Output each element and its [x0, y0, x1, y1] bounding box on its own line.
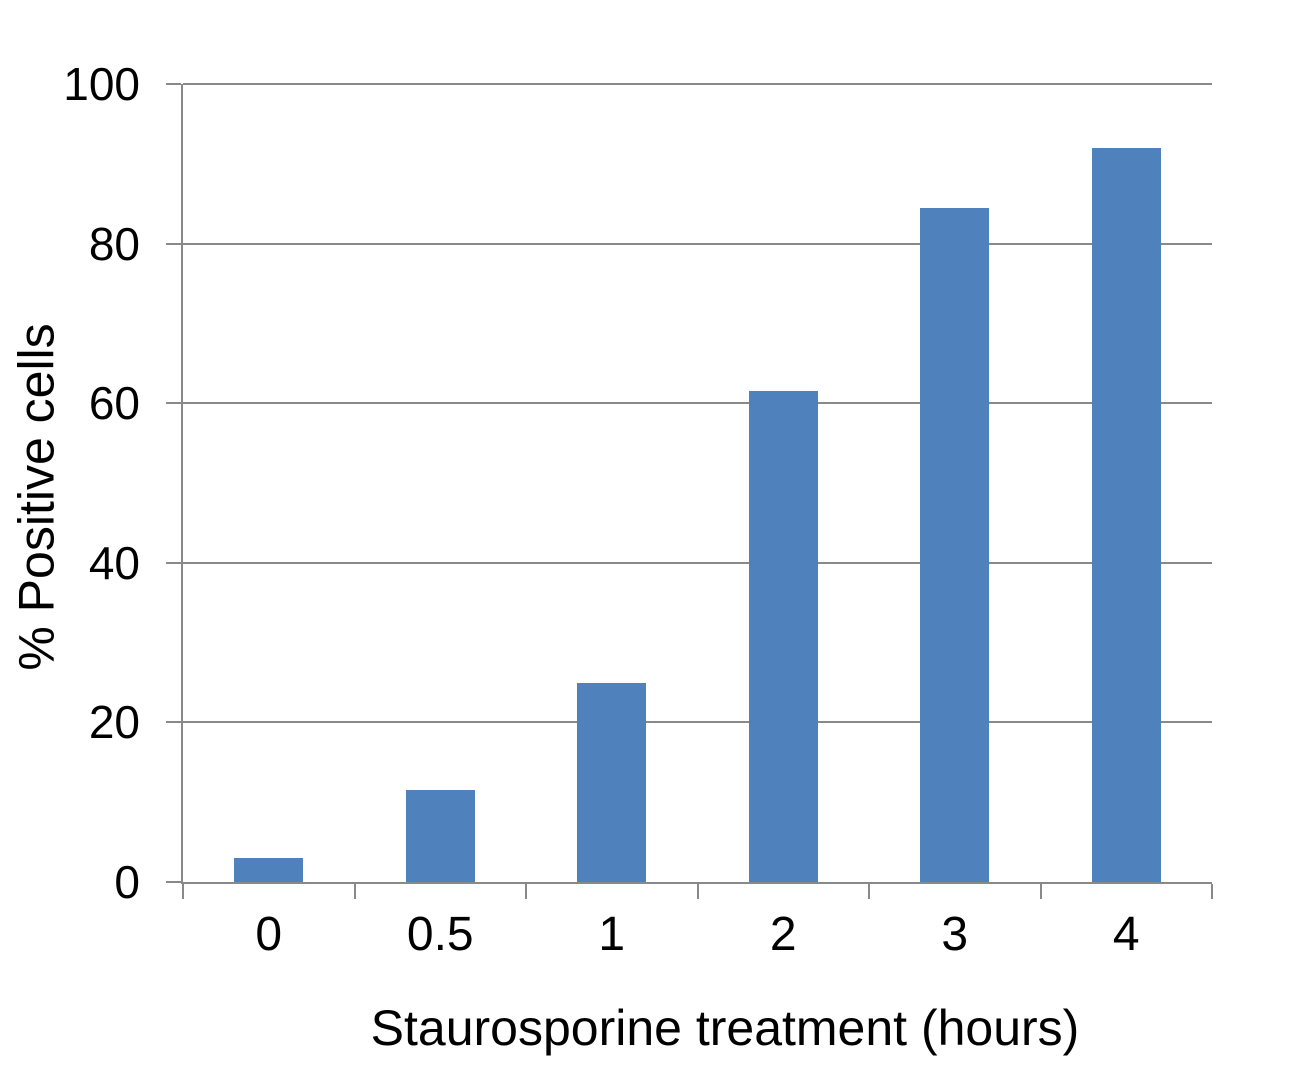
x-axis-tick-label: 0.5 — [406, 908, 474, 961]
x-axis-tick — [525, 884, 527, 899]
y-axis-tick-label: 80 — [88, 217, 140, 270]
x-axis-tick — [1039, 884, 1042, 899]
bar — [405, 790, 475, 882]
bar — [748, 391, 818, 882]
y-axis-tick-label: 60 — [88, 377, 140, 430]
y-axis-tick — [166, 402, 181, 405]
bar — [1091, 147, 1161, 882]
y-axis-title: % Positive cells — [7, 292, 67, 702]
x-axis-tick — [1211, 884, 1213, 899]
y-axis-tick-label: 40 — [88, 536, 140, 589]
bar — [577, 682, 647, 882]
x-axis-title: Staurosporine treatment (hours) — [370, 1000, 1080, 1056]
gridline — [183, 242, 1212, 245]
y-axis-tick — [166, 242, 181, 245]
x-axis-tick — [696, 884, 699, 899]
gridline — [183, 721, 1212, 724]
x-axis-tick-label: 3 — [941, 908, 969, 961]
y-axis-tick — [166, 561, 181, 564]
plot-area — [166, 83, 1213, 899]
x-axis-tick-label: 0 — [255, 908, 283, 961]
y-axis-tick — [166, 881, 181, 883]
bar — [920, 207, 990, 882]
x-axis-tick-label: 4 — [1112, 908, 1140, 961]
y-axis-tick-label: 100 — [63, 58, 140, 110]
bar — [234, 858, 304, 882]
y-axis-tick — [166, 83, 181, 85]
gridline — [183, 561, 1212, 564]
x-axis-tick-label: 1 — [598, 908, 626, 961]
y-axis-tick-label: 0 — [114, 856, 140, 908]
x-axis-tick — [182, 884, 184, 899]
x-axis-tick — [353, 884, 356, 899]
gridline — [183, 402, 1212, 405]
y-axis-tick-label: 20 — [88, 696, 140, 749]
y-axis-tick — [166, 721, 181, 724]
gridline — [183, 83, 1212, 85]
x-axis-tick — [868, 884, 870, 899]
x-axis-tick-label: 2 — [769, 908, 797, 961]
